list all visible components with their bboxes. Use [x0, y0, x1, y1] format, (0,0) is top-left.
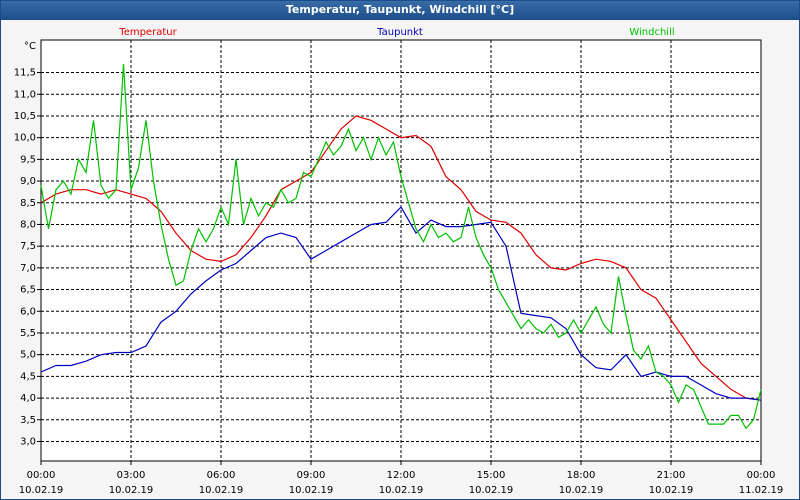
x-tick-date: 10.02.19 [649, 485, 694, 496]
x-tick-date: 10.02.19 [289, 485, 334, 496]
x-tick-date: 10.02.19 [379, 485, 424, 496]
y-tick-label: 9,5 [20, 154, 36, 165]
y-tick-label: 10,5 [14, 111, 36, 122]
y-tick-label: 11,0 [14, 89, 36, 100]
y-tick-label: 6,0 [20, 306, 36, 317]
y-tick-label: 7,0 [20, 263, 36, 274]
title-bar [0, 0, 800, 20]
y-tick-label: 8,0 [20, 219, 36, 230]
y-tick-label: 8,5 [20, 198, 36, 209]
y-tick-label: 6,5 [20, 285, 36, 296]
x-tick-label: 00:00 [27, 470, 56, 481]
x-tick-date: 10.02.19 [469, 485, 514, 496]
x-tick-label: 18:00 [567, 470, 596, 481]
x-tick-label: 15:00 [477, 470, 506, 481]
y-tick-label: 4,0 [20, 393, 36, 404]
x-tick-label: 21:00 [657, 470, 686, 481]
x-tick-label: 09:00 [297, 470, 326, 481]
x-tick-label: 06:00 [207, 470, 236, 481]
y-tick-label: 3,5 [20, 415, 36, 426]
data-line [40, 206, 762, 401]
x-tick-label: 12:00 [387, 470, 416, 481]
chart-title: Temperatur, Taupunkt, Windchill [°C] [286, 3, 514, 16]
x-tick-label: 00:00 [747, 470, 776, 481]
data-line [40, 63, 762, 430]
legend-label: Windchill [629, 27, 674, 38]
unit-label: °C [24, 41, 36, 52]
y-tick-label: 11,5 [14, 68, 36, 79]
y-tick-label: 9,0 [20, 176, 36, 187]
y-tick-label: 3,0 [20, 436, 36, 447]
y-tick-label: 7,5 [20, 241, 36, 252]
y-tick-label: 5,0 [20, 350, 36, 361]
legend-label: Temperatur [118, 27, 177, 38]
x-tick-date: 10.02.19 [559, 485, 604, 496]
x-tick-date: 11.02.19 [739, 485, 784, 496]
x-tick-date: 10.02.19 [199, 485, 244, 496]
y-tick-label: 5,5 [20, 328, 36, 339]
x-tick-date: 10.02.19 [19, 485, 64, 496]
x-tick-label: 03:00 [117, 470, 146, 481]
legend-label: Taupunkt [376, 27, 423, 38]
data-line [40, 115, 762, 401]
x-tick-date: 10.02.19 [109, 485, 154, 496]
y-tick-label: 10,0 [14, 133, 36, 144]
y-tick-label: 4,5 [20, 371, 36, 382]
